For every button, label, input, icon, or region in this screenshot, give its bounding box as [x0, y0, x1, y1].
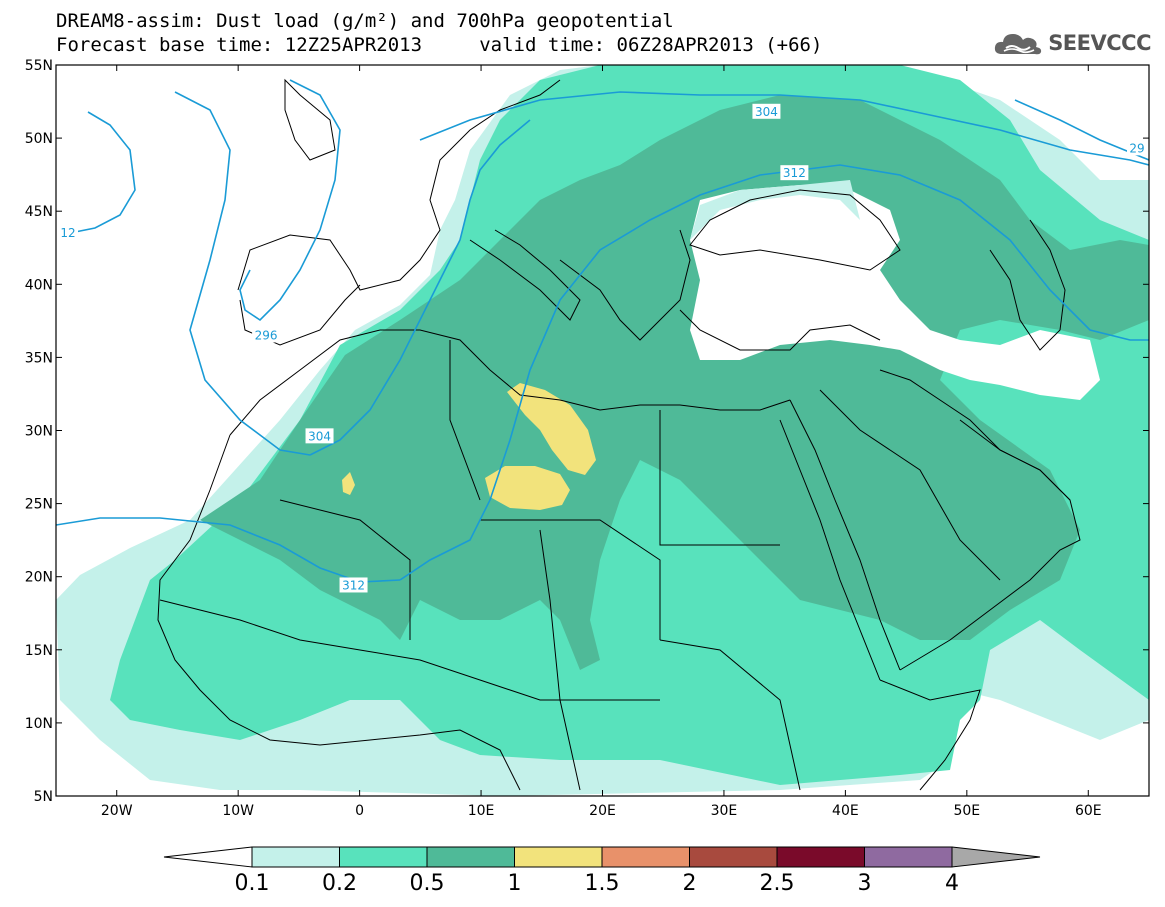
contour-label-bg [58, 225, 78, 241]
contour-label-bg [780, 165, 809, 181]
border-arabia [819, 389, 1001, 581]
border-sahel [159, 599, 660, 701]
lat-tick-label: 50N [25, 131, 53, 147]
lon-tick-label: 10E [468, 803, 495, 819]
contour-label: 304 [755, 105, 778, 119]
dust-clear-region [690, 185, 1100, 400]
contour-label: 296 [255, 328, 278, 342]
contour-304-north [419, 91, 1149, 166]
contour-label-bg [305, 428, 334, 444]
contour-296-east [1014, 99, 1149, 161]
lat-tick-label: 55N [25, 58, 53, 74]
map-title: DREAM8-assim: Dust load (g/m²) and 700hP… [56, 10, 674, 32]
coastline-balkans-greece [559, 229, 691, 341]
coastline-west-africa [157, 434, 521, 791]
legend-bin [426, 846, 515, 868]
border-sahara-3 [449, 340, 481, 501]
legend-label: 1 [508, 871, 522, 896]
contour-296 [239, 79, 341, 322]
border-sudan [659, 639, 801, 791]
legend-bin [689, 846, 778, 868]
contour-labels: 304 312 304 312 296 12 29 [58, 103, 1147, 593]
lon-tick-label: 20E [589, 803, 616, 819]
legend-over-arrow [951, 846, 1041, 868]
coastline-europe [237, 79, 561, 291]
cloud-icon [995, 34, 1042, 55]
lat-tick-label: 45N [25, 204, 53, 220]
legend-label: 0.2 [322, 871, 357, 896]
contour-312-west [59, 111, 136, 236]
coastline-red-sea [779, 419, 881, 681]
contour-304-west [309, 119, 531, 456]
legend-bin [776, 846, 865, 868]
legend-under-arrow [163, 846, 253, 868]
legend-label: 0.1 [235, 871, 270, 896]
border-egypt-libya [659, 410, 780, 546]
legend-label: 0.5 [410, 871, 445, 896]
logo-text: SEEVCCC [1048, 31, 1151, 55]
legend-bin [514, 846, 603, 868]
border-central-africa [539, 529, 581, 791]
lon-tick-label: 50E [953, 803, 980, 819]
legend-bin [251, 846, 340, 868]
contour-label: 312 [342, 578, 365, 592]
lon-tick-label: 0 [355, 803, 364, 819]
contour-label-bg [752, 103, 781, 119]
lat-tick-label: 10N [25, 716, 53, 732]
dust-level-0.5 [200, 95, 1149, 670]
contour-label: 29 [1129, 141, 1144, 155]
lon-tick-label: 10W [222, 803, 254, 819]
lat-tick-label: 35N [25, 350, 53, 366]
contour-label-bg [1127, 140, 1147, 156]
coastline-black-sea [689, 189, 901, 271]
coastline-turkey [679, 309, 881, 351]
coastline-persian-gulf [959, 419, 1071, 501]
lat-tick-label: 30N [25, 424, 53, 440]
legend-label: 4 [945, 871, 959, 896]
border-sahara-2 [480, 519, 661, 640]
legend-bin [864, 846, 953, 868]
contour-label-bg [252, 327, 281, 343]
lon-tick-label: 30E [711, 803, 738, 819]
coastline-horn [879, 679, 981, 791]
dust-level-1-north [507, 383, 596, 475]
axis-ticks: 20W 10W 0 10E 20E 30E 40E 50E 60E 55N 50N 45N 40N 35N… [25, 58, 1149, 819]
legend-bin [339, 846, 428, 868]
seevccc-logo: SEEVCCC [992, 28, 1151, 58]
dust-level-1-spot [342, 472, 355, 495]
legend-bin [601, 846, 690, 868]
coastline-north-africa [229, 329, 791, 436]
forecast-time-line: Forecast base time: 12Z25APR2013 valid t… [56, 34, 823, 56]
border-sahara-1 [279, 499, 411, 640]
lon-tick-label: 40E [832, 803, 859, 819]
lat-tick-label: 40N [25, 277, 53, 293]
coastline-caspian [989, 219, 1066, 351]
contour-312-north [399, 164, 1149, 581]
coastline-italy [469, 229, 581, 321]
lat-tick-label: 20N [25, 570, 53, 586]
lon-tick-label: 60E [1075, 803, 1102, 819]
contour-label: 312 [783, 166, 806, 180]
legend-label: 2.5 [760, 871, 795, 896]
coastline-uk [284, 78, 336, 161]
lat-tick-label: 15N [25, 643, 53, 659]
legend-label: 3 [858, 871, 872, 896]
dust-shading [56, 65, 1149, 796]
lon-tick-label: 20W [101, 803, 133, 819]
contour-label: 12 [60, 226, 75, 240]
contour-label-bg [339, 577, 368, 593]
dust-level-1-south [485, 466, 570, 510]
contour-label: 304 [308, 429, 331, 443]
colorbar-legend: 0.1 0.2 0.5 1 1.5 2 2.5 3 4 [163, 846, 1041, 896]
legend-label: 2 [683, 871, 697, 896]
lat-tick-label: 5N [34, 789, 53, 805]
legend-label: 1.5 [585, 871, 620, 896]
coastlines [157, 78, 1081, 791]
dust-level-0.1-caspian [690, 180, 860, 240]
coastline-iberia [239, 284, 361, 346]
contour-304-atlantic [174, 91, 311, 456]
coastline-red-sea-east [789, 399, 901, 671]
lat-tick-label: 25N [25, 497, 53, 513]
